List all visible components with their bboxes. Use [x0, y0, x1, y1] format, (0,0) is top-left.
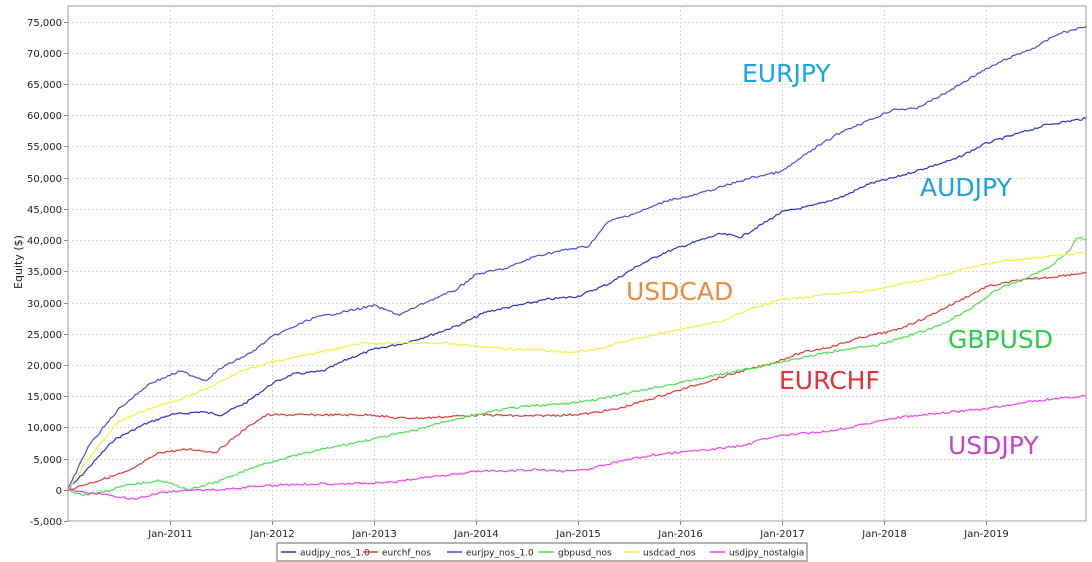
y-tick-label: 75,000 [27, 18, 62, 29]
y-tick-label: 15,000 [27, 392, 62, 403]
x-tick-label: Jan-2014 [453, 529, 498, 540]
x-axis-ticks: Jan-2011 Jan-2012 Jan-2013 Jan-2014 Jan-2015… [147, 521, 1009, 540]
y-tick-label: 5,000 [33, 455, 62, 466]
x-tick-label: Jan-2016 [657, 529, 702, 540]
legend-item-label: gbpusd_nos [558, 549, 612, 559]
series-line-usdjpy_nostalgia [67, 395, 1087, 501]
y-tick-label: 0 [56, 486, 62, 497]
y-axis-ticks: -5,000 0 5,000 10,000 15,000 20,000 25,000 30,0… [27, 18, 68, 528]
y-tick-label: 70,000 [27, 49, 62, 60]
series-line-audjpy_nos_1.0 [67, 116, 1087, 491]
legend-item-label: audjpy_nos_1.0 [300, 549, 370, 559]
legend-item-label: usdjpy_nostalgia [729, 549, 804, 559]
y-tick-label: 35,000 [27, 267, 62, 278]
plot-area [67, 5, 1087, 522]
series-line-usdcad_nos [67, 251, 1087, 490]
series-line-gbpusd_nos [67, 236, 1087, 497]
legend-item-label: usdcad_nos [643, 549, 696, 559]
annotation-eurjpy: EURJPY [742, 59, 831, 88]
y-tick-label: 65,000 [27, 80, 62, 91]
y-tick-label: 25,000 [27, 330, 62, 341]
y-tick-label: 20,000 [27, 361, 62, 372]
series-line-eurjpy_nos_1.0 [67, 26, 1087, 490]
x-tick-label: Jan-2015 [555, 529, 600, 540]
y-tick-label: 55,000 [27, 142, 62, 153]
annotation-usdcad: USDCAD [626, 277, 733, 306]
x-tick-label: Jan-2012 [249, 529, 294, 540]
y-tick-label: -5,000 [30, 517, 62, 528]
x-tick-label: Jan-2017 [759, 529, 804, 540]
x-tick-label: Jan-2018 [861, 529, 906, 540]
y-tick-label: 10,000 [27, 423, 62, 434]
series-annotations: EURJPY AUDJPY USDCAD GBPUSD EURCHF USDJPY [626, 59, 1053, 460]
grid-lines [68, 6, 1086, 522]
y-tick-label: 40,000 [27, 236, 62, 247]
annotation-gbpusd: GBPUSD [948, 325, 1053, 354]
y-tick-label: 60,000 [27, 111, 62, 122]
series-line-eurchf_nos [67, 272, 1087, 490]
legend-item-label: eurchf_nos [382, 549, 431, 559]
annotation-audjpy: AUDJPY [920, 173, 1013, 202]
x-tick-label: Jan-2011 [147, 529, 192, 540]
y-tick-label: 50,000 [27, 174, 62, 185]
x-tick-label: Jan-2013 [351, 529, 396, 540]
series-lines [67, 26, 1087, 501]
legend: audjpy_nos_1.0 eurchf_nos eurjpy_nos_1.0 gb… [276, 542, 808, 562]
legend-item-label: eurjpy_nos_1.0 [466, 549, 534, 559]
y-tick-label: 45,000 [27, 205, 62, 216]
x-tick-label: Jan-2019 [963, 529, 1008, 540]
annotation-usdjpy: USDJPY [948, 431, 1039, 460]
y-tick-label: 30,000 [27, 299, 62, 310]
annotation-eurchf: EURCHF [779, 366, 880, 395]
y-axis-label: Equity ($) [12, 235, 25, 289]
